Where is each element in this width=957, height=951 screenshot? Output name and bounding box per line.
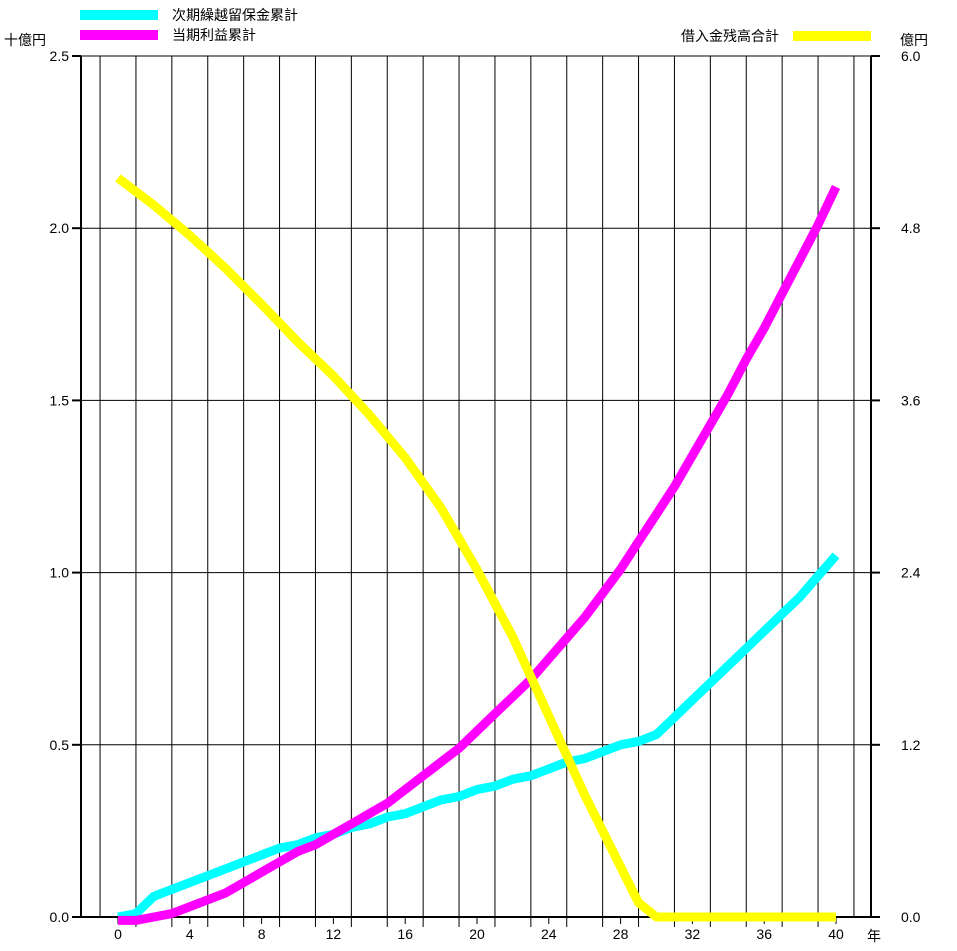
left-tick-label: 1.0 (50, 565, 70, 581)
legend-label-2: 当期利益累計 (172, 27, 256, 43)
x-tick-label: 20 (469, 926, 485, 942)
right-tick-label: 3.6 (901, 392, 921, 408)
x-axis-unit-label: 年 (867, 928, 881, 944)
right-tick-label: 6.0 (901, 48, 921, 64)
x-tick-label: 24 (541, 926, 557, 942)
left-tick-label: 2.5 (50, 48, 70, 64)
series-line-3 (115, 174, 836, 922)
left-tick-label: 0.5 (50, 737, 70, 753)
right-axis-unit-label: 億円 (900, 32, 928, 48)
legend-label-3: 借入金残高合計 (681, 28, 779, 44)
x-tick-label: 0 (114, 926, 122, 942)
legend-label-1: 次期繰越留保金累計 (172, 7, 298, 23)
series-line-1 (117, 552, 840, 922)
x-tick-label: 4 (186, 926, 194, 942)
left-tick-label: 1.5 (50, 392, 70, 408)
left-tick-label: 0.0 (50, 909, 70, 925)
right-tick-label: 4.8 (901, 220, 921, 236)
legend-swatch-2 (80, 30, 158, 40)
x-tick-label: 12 (326, 926, 342, 942)
right-tick-label: 0.0 (901, 909, 921, 925)
x-tick-label: 32 (685, 926, 701, 942)
right-tick-label: 2.4 (901, 565, 921, 581)
x-tick-label: 16 (397, 926, 413, 942)
x-tick-label: 40 (828, 926, 844, 942)
right-tick-label: 1.2 (901, 737, 921, 753)
series-line-2 (118, 184, 841, 925)
x-tick-label: 36 (756, 926, 772, 942)
x-tick-label: 28 (613, 926, 629, 942)
x-tick-label: 8 (258, 926, 266, 942)
left-tick-label: 2.0 (50, 220, 70, 236)
legend-swatch-1 (80, 10, 158, 20)
left-axis-unit-label: 十億円 (4, 32, 46, 48)
legend-swatch-3 (793, 31, 871, 41)
